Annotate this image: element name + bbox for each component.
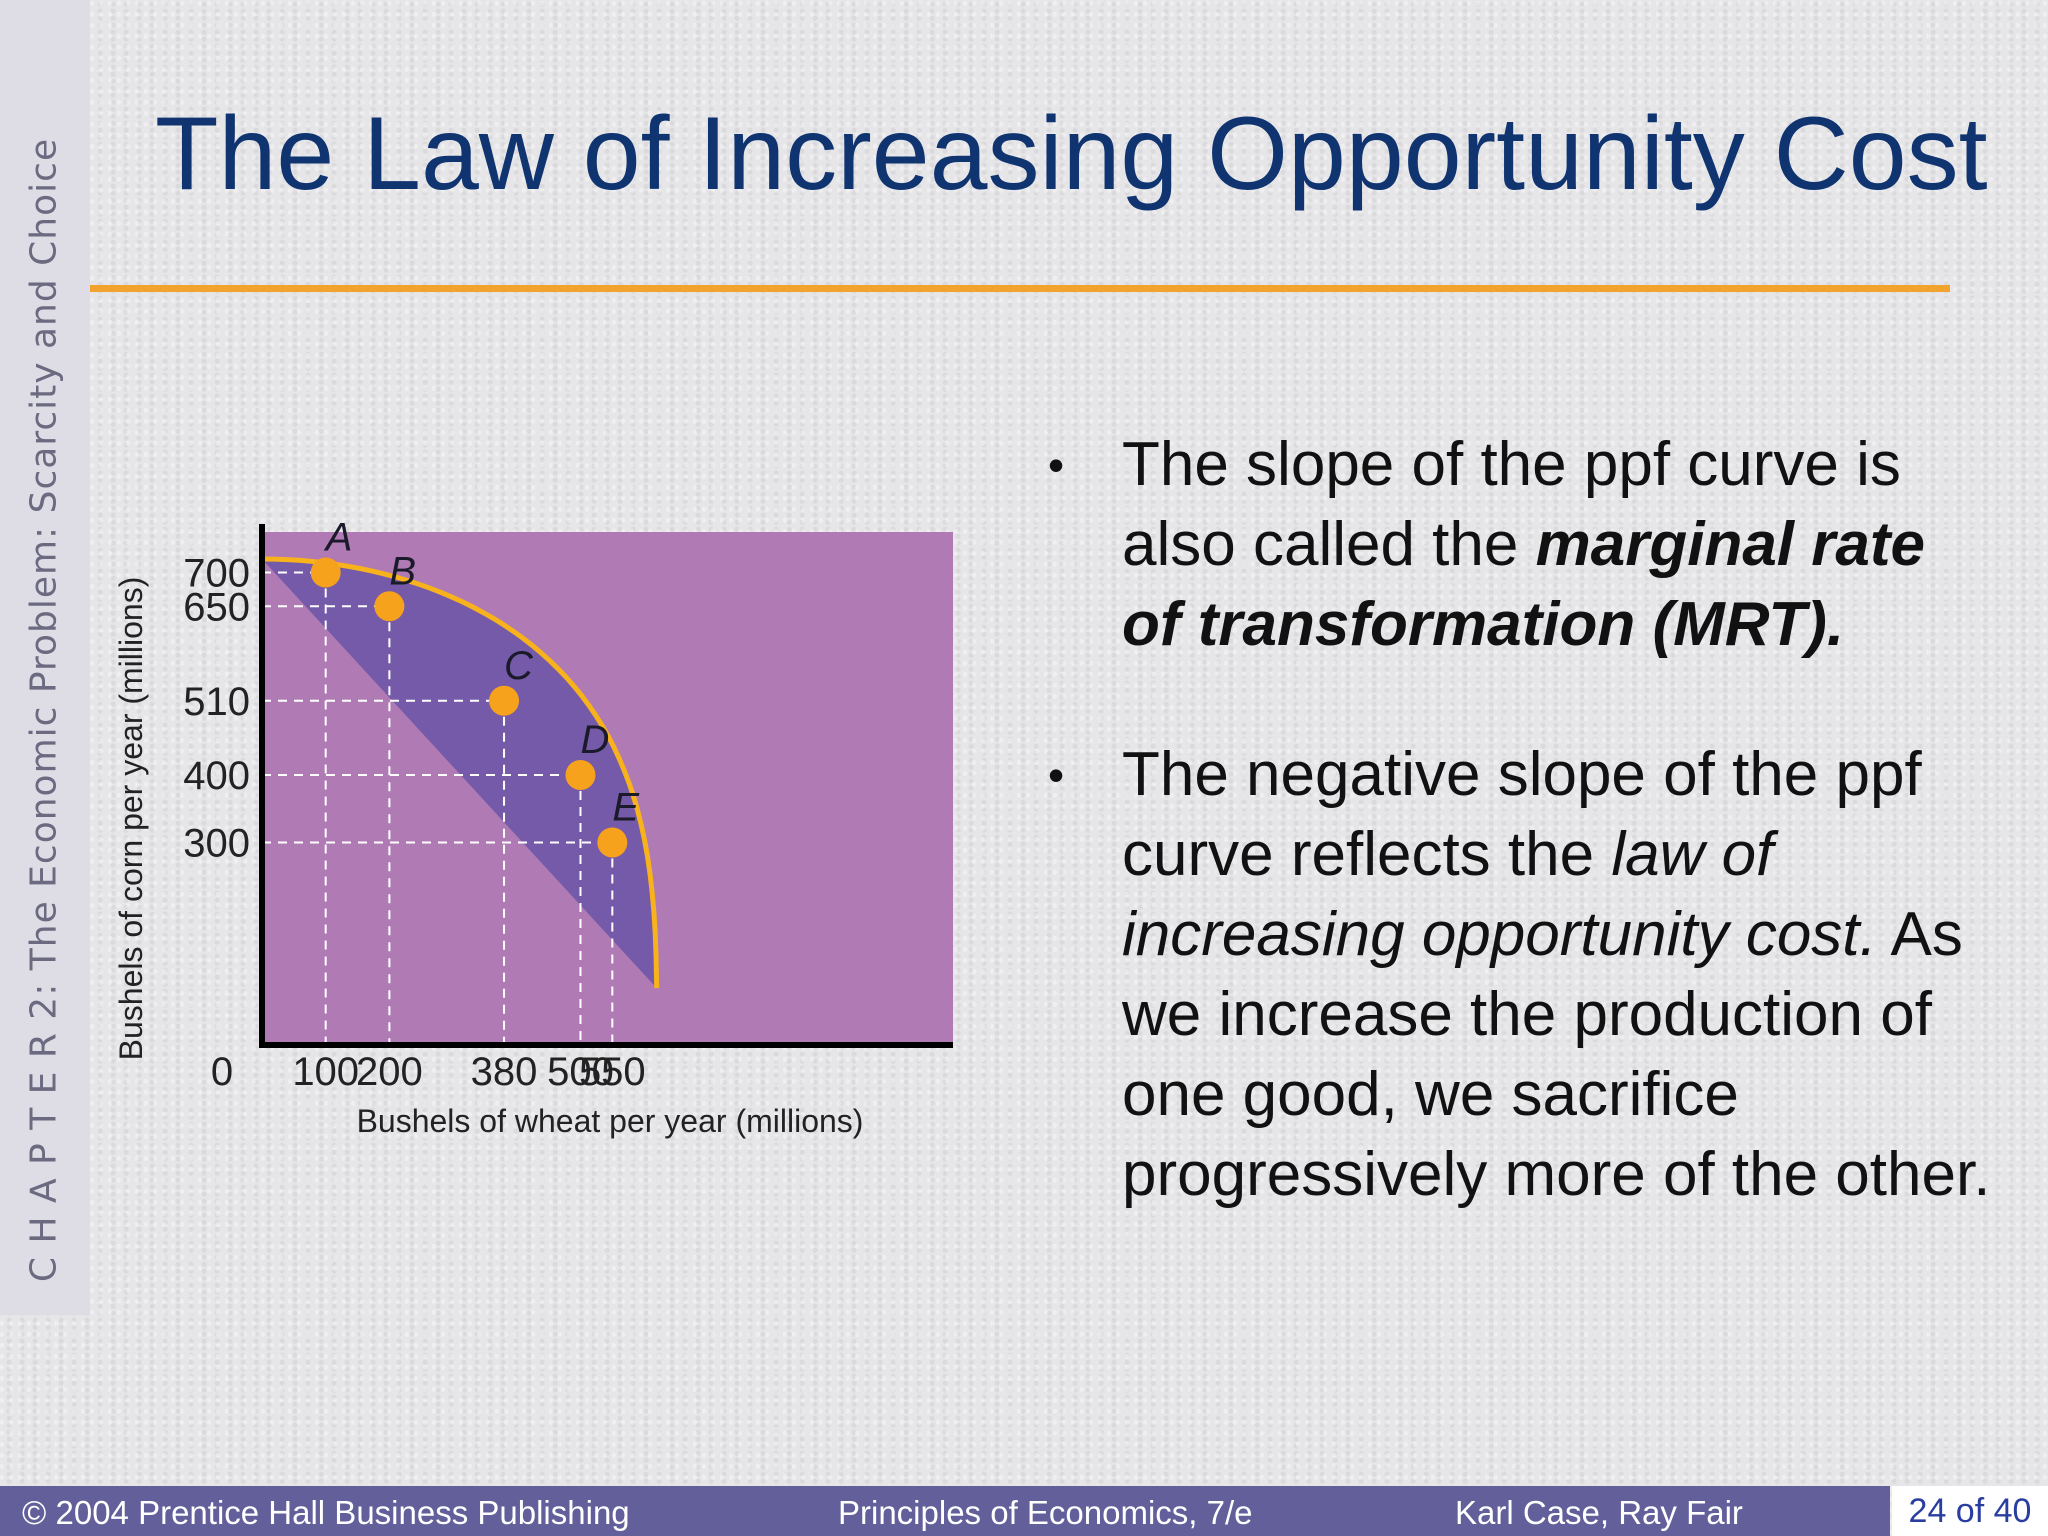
y-axis-label: Bushels of corn per year (millions) bbox=[113, 577, 149, 1061]
x-tick-label: 380 bbox=[471, 1050, 538, 1094]
chapter-sidebar: C H A P T E R 2: The Economic Problem: S… bbox=[0, 0, 90, 1315]
y-tick-label: 400 bbox=[183, 754, 250, 798]
slide-title: The Law of Increasing Opportunity Cost bbox=[155, 96, 1988, 212]
bullet-icon: • bbox=[1048, 439, 1065, 491]
y-tick-label: 300 bbox=[183, 822, 250, 866]
bullet-emphasis: law of increasing opportunity cost. bbox=[1122, 820, 1877, 969]
point-label: A bbox=[324, 516, 353, 560]
data-point bbox=[310, 557, 341, 588]
ppf-curve bbox=[261, 556, 660, 989]
footer-copyright: © 2004 Prentice Hall Business Publishing bbox=[22, 1494, 630, 1531]
bullet-item: • The negative slope of the ppf curve re… bbox=[1040, 735, 2000, 1215]
data-point bbox=[597, 827, 628, 858]
point-label: B bbox=[389, 549, 416, 593]
bullet-text: As we increase the production of one goo… bbox=[1122, 900, 1991, 1209]
bullet-icon: • bbox=[1048, 749, 1065, 801]
x-tick-label: 550 bbox=[579, 1050, 646, 1094]
bullet-text: The slope of the ppf curve is also calle… bbox=[1122, 430, 1901, 579]
page-number: 24 of 40 bbox=[1892, 1486, 2048, 1536]
data-point bbox=[489, 685, 520, 716]
x-tick-label: 100 bbox=[292, 1050, 359, 1094]
footer-bar: © 2004 Prentice Hall Business Publishing… bbox=[0, 1486, 1890, 1536]
x-tick-label: 200 bbox=[356, 1050, 423, 1094]
data-point bbox=[374, 591, 405, 622]
x-axis-label: Bushels of wheat per year (millions) bbox=[357, 1103, 864, 1139]
footer-authors: Karl Case, Ray Fair bbox=[1455, 1494, 1743, 1531]
bullet-emphasis: marginal rate of transformation (MRT). bbox=[1122, 510, 1925, 659]
bullet-item: • The slope of the ppf curve is also cal… bbox=[1040, 425, 2000, 665]
point-label: E bbox=[612, 786, 640, 830]
y-tick-label: 700 bbox=[183, 552, 250, 596]
bullet-text: The negative slope of the ppf curve refl… bbox=[1122, 740, 1922, 889]
point-label: C bbox=[504, 644, 534, 688]
chapter-label: C H A P T E R 2: The Economic Problem: S… bbox=[23, 137, 65, 1283]
footer-book: Principles of Economics, 7/e bbox=[838, 1494, 1253, 1531]
x-tick-label: 500 bbox=[547, 1050, 614, 1094]
point-label: D bbox=[580, 718, 609, 762]
y-tick-label: 510 bbox=[183, 680, 250, 724]
y-tick-label: 650 bbox=[183, 585, 250, 629]
origin-label: 0 bbox=[211, 1050, 233, 1094]
title-divider bbox=[90, 285, 1950, 292]
bullet-list: • The slope of the ppf curve is also cal… bbox=[1040, 425, 2000, 1215]
data-point bbox=[565, 760, 596, 790]
feasible-region bbox=[262, 559, 657, 989]
